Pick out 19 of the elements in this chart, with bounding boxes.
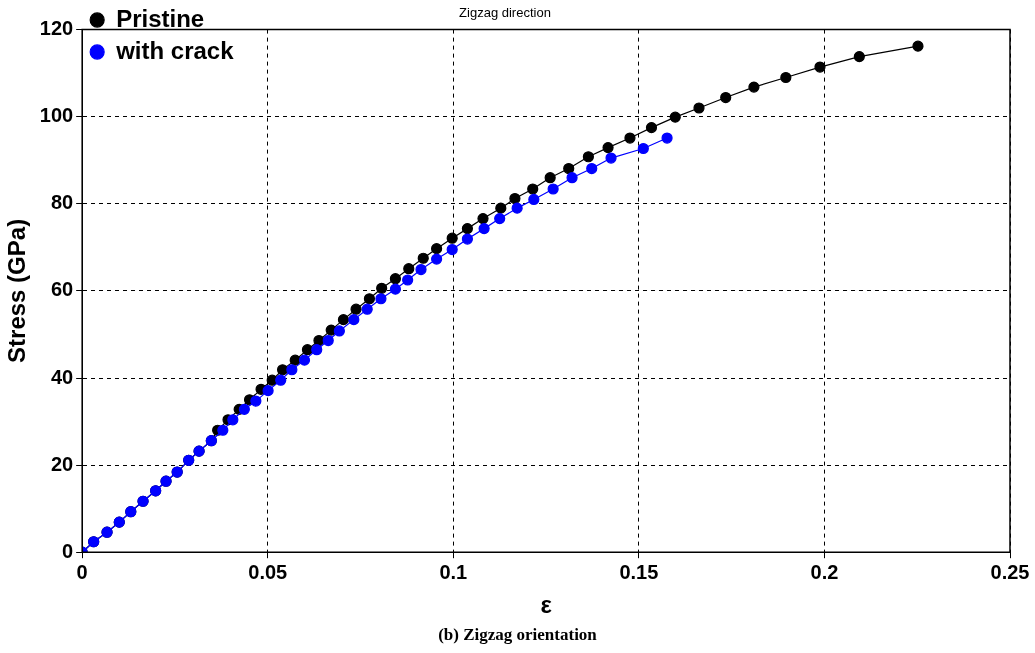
x-tick-label: 0.1 [439,560,468,583]
y-tick-label: 120 [39,17,74,40]
legend-label: Pristine [116,4,205,32]
y-tick-label: 20 [50,452,74,475]
text: (b) Zigzag orientation [437,625,598,645]
x-tick-label: 0 [76,560,88,583]
y-tick-label: 60 [50,278,74,301]
x-tick-label: 0.15 [619,560,659,583]
x-tick-label: 0.05 [248,560,288,583]
y-tick-label: 0 [62,539,74,562]
y-tick-label: 80 [50,191,74,214]
y-tick-label: 40 [50,365,74,388]
chart-title: Zigzag direction [459,5,551,21]
y-axis-title: Stress (GPa) [3,218,31,363]
x-tick-label: 0.2 [810,560,839,583]
legend-label: with crack [115,36,235,64]
y-tick-label: 100 [39,104,74,127]
x-axis-title: ε [540,591,552,619]
x-tick-label: 0.25 [990,560,1030,583]
